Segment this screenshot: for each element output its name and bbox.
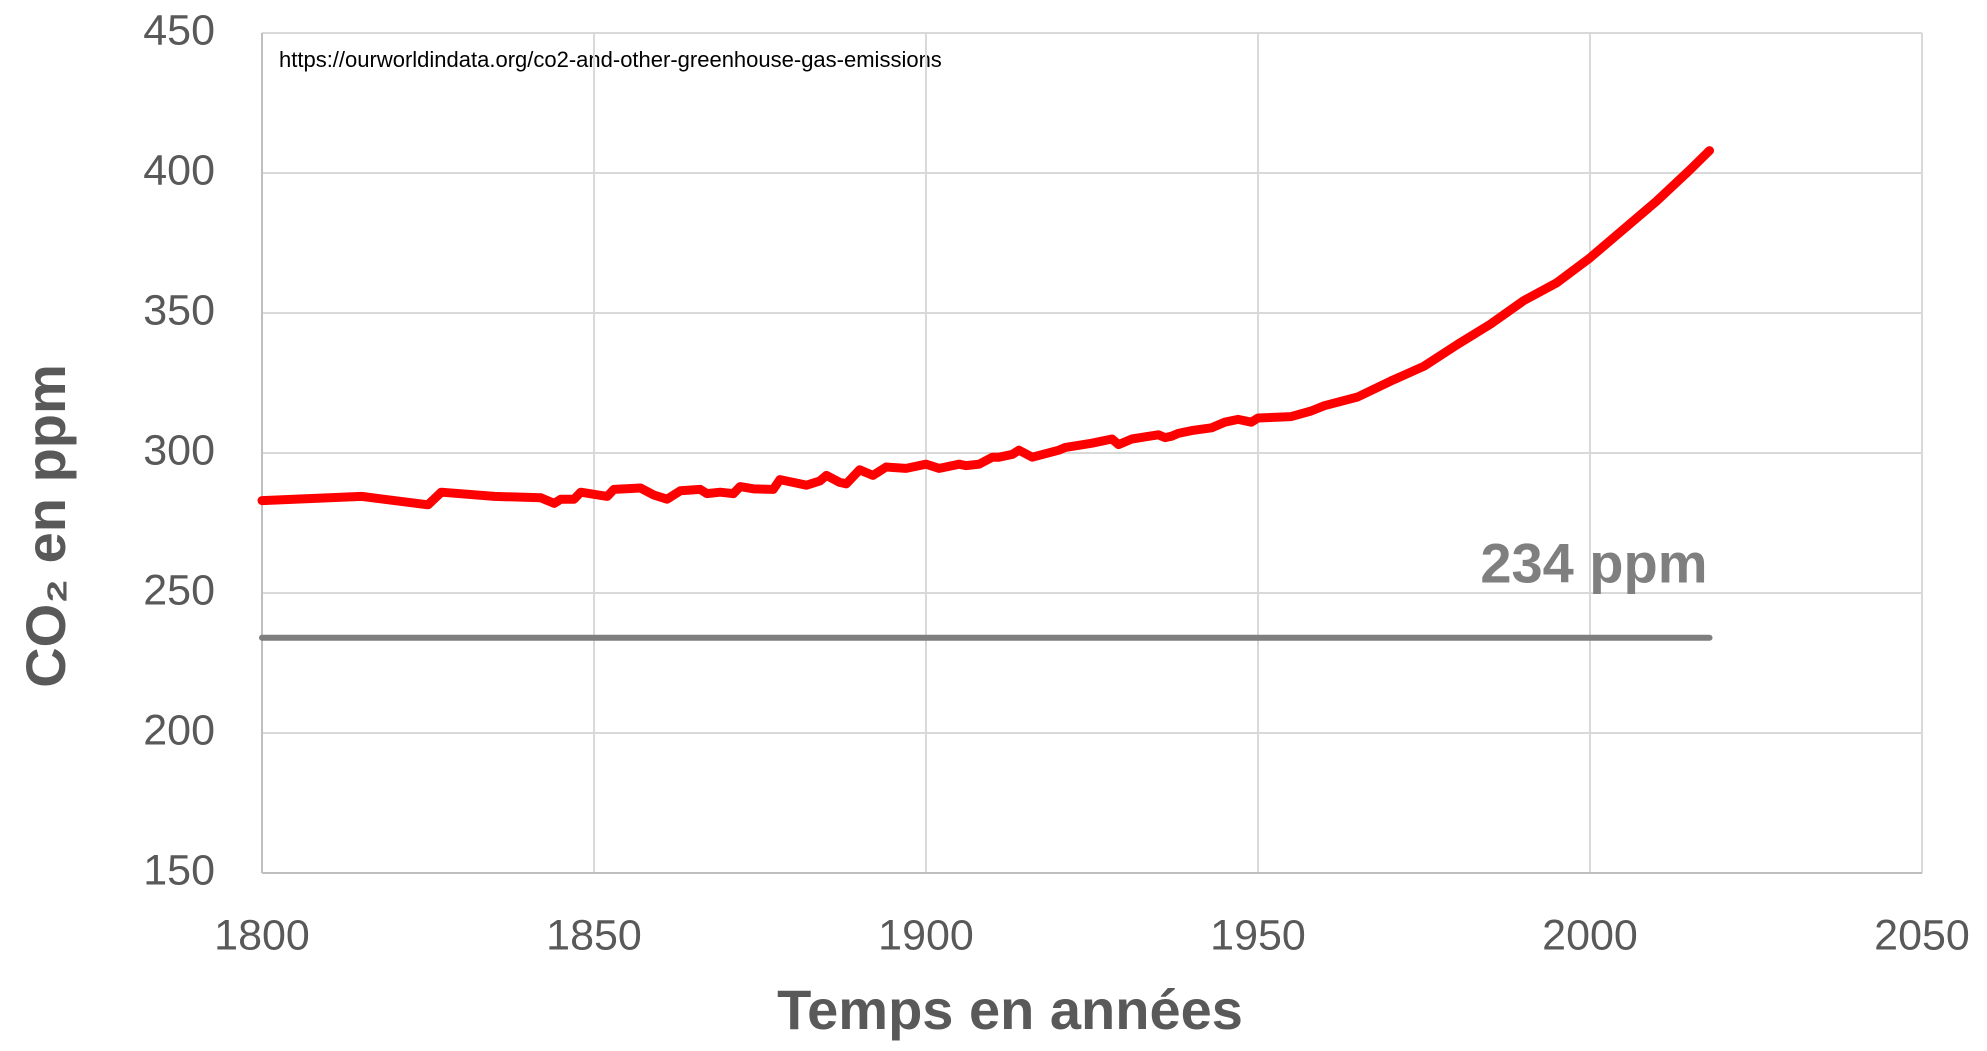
line	[257, 146, 1715, 510]
x-tick-label: 1850	[546, 911, 642, 959]
y-tick-label: 300	[143, 426, 215, 474]
y-tick-label: 250	[143, 566, 215, 614]
y-tick-label: 350	[143, 286, 215, 334]
annotation: 234 ppm	[1480, 532, 1707, 595]
x-axis-title: Temps en années	[777, 978, 1243, 1041]
x-tick-label: 1900	[878, 911, 974, 959]
x-tick-label: 1950	[1210, 911, 1306, 959]
y-tick-label: 200	[143, 706, 215, 754]
source: https://ourworldindata.org/co2-and-other…	[279, 47, 942, 72]
y-axis-title: CO₂ en ppm	[14, 364, 77, 688]
y-tick-label: 400	[143, 146, 215, 194]
x-tick-label: 2050	[1874, 911, 1970, 959]
x-tick-label: 1800	[214, 911, 310, 959]
y-tick-label: 150	[143, 846, 215, 894]
y-tick-label: 450	[143, 6, 215, 54]
x-tick-label: 2000	[1542, 911, 1638, 959]
